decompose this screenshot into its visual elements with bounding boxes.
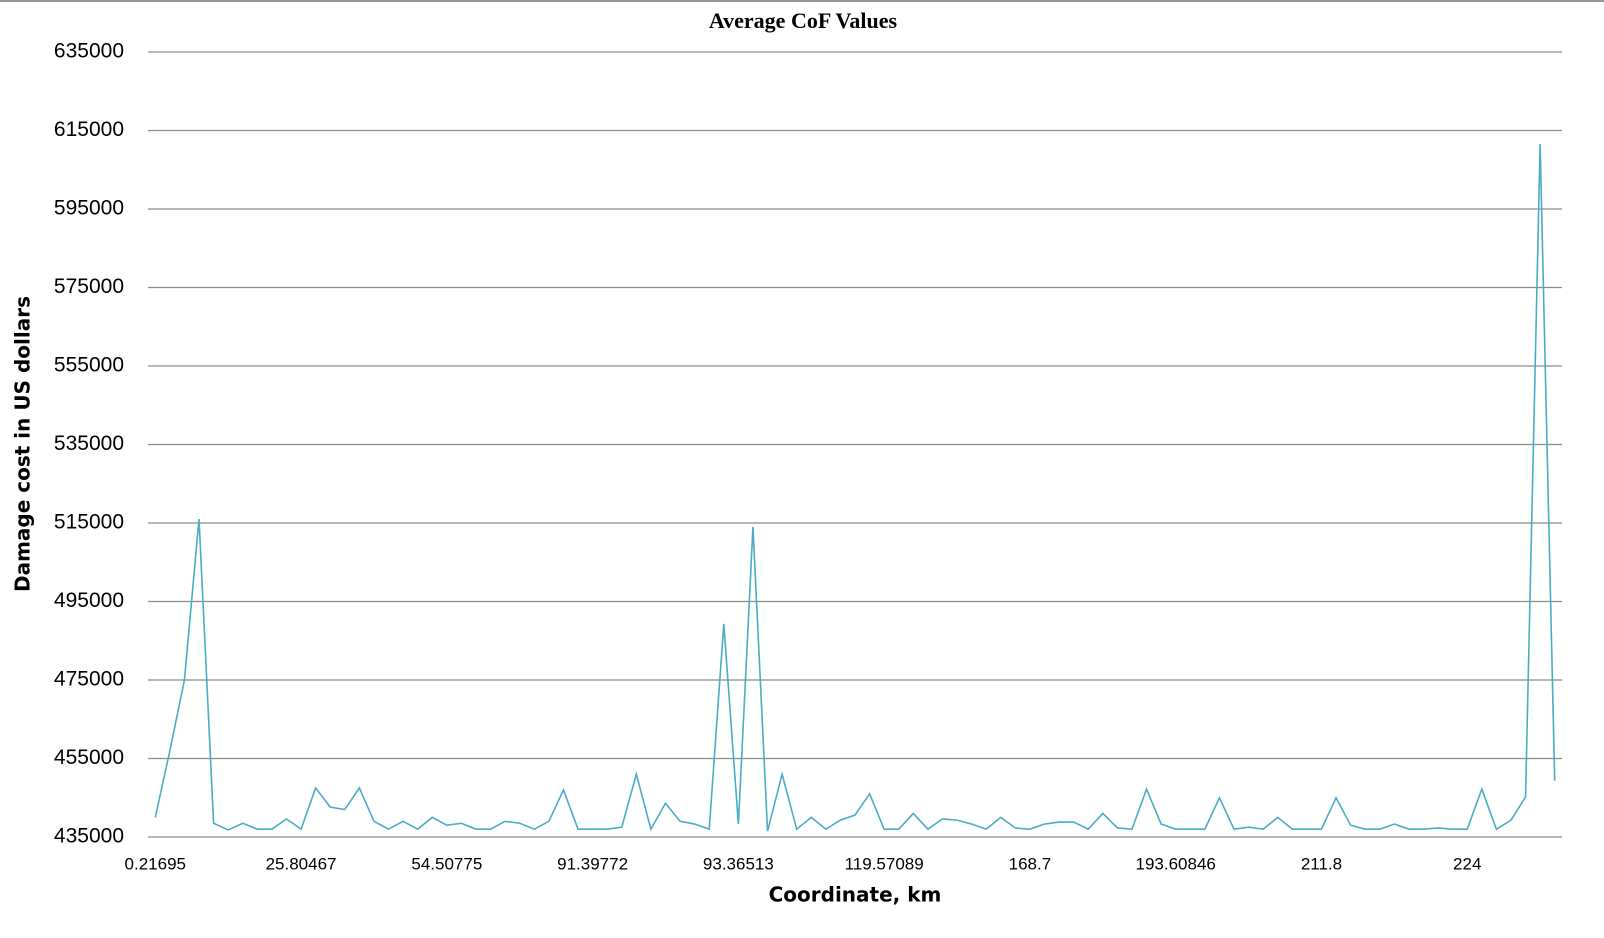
x-axis-title: Coordinate, km [769, 883, 942, 907]
x-tick-label: 168.7 [1009, 854, 1052, 873]
chart-title: Average CoF Values [709, 8, 898, 33]
y-tick-label: 615000 [54, 118, 124, 141]
x-tick-label: 0.21695 [125, 854, 186, 873]
x-tick-label: 119.57089 [845, 854, 924, 873]
y-tick-label: 575000 [54, 275, 124, 298]
x-tick-label: 93.36513 [703, 854, 774, 873]
y-tick-label: 635000 [54, 40, 124, 63]
x-tick-label: 54.50775 [411, 854, 482, 873]
x-tick-label: 211.8 [1301, 854, 1342, 873]
y-tick-label: 515000 [54, 511, 124, 534]
y-axis-title: Damage cost in US dollars [11, 296, 35, 592]
y-tick-label: 455000 [54, 746, 124, 769]
x-tick-label: 91.39772 [557, 854, 628, 873]
y-tick-label: 495000 [54, 589, 124, 612]
data-line [154, 143, 1556, 832]
y-tick-label: 535000 [54, 432, 124, 455]
x-tick-label: 25.80467 [266, 854, 337, 873]
y-tick-label: 475000 [54, 668, 124, 691]
y-tick-label: 435000 [54, 825, 124, 848]
y-tick-label: 595000 [54, 197, 124, 220]
y-tick-label: 555000 [54, 354, 124, 377]
x-tick-label: 193.60846 [1136, 854, 1216, 873]
x-tick-label: 224 [1453, 854, 1481, 873]
